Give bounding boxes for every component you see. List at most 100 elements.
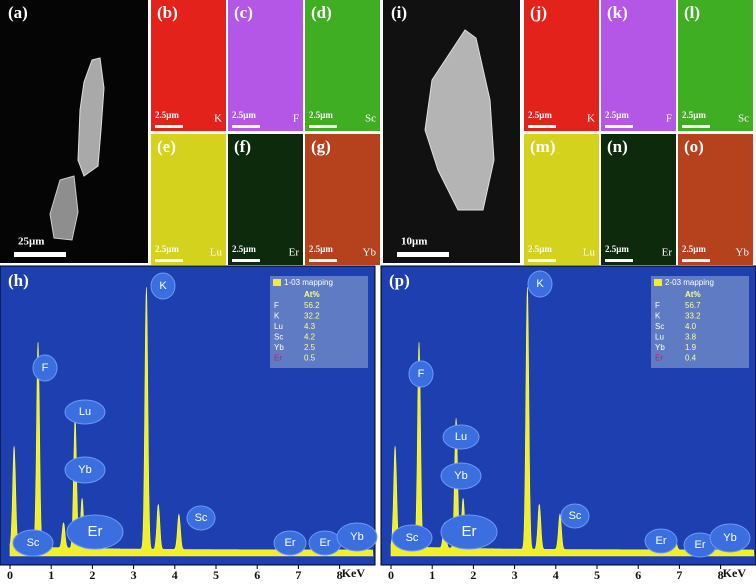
panel-label: (i)	[391, 3, 407, 22]
scale-text: 2.5μm	[528, 244, 552, 254]
scale-text: 2.5μm	[155, 244, 179, 254]
element-label: Sc	[738, 113, 749, 125]
scale-text: 2.5μm	[605, 110, 629, 120]
peak-badge	[440, 514, 498, 550]
element-label: Sc	[365, 113, 376, 125]
peak-badge	[32, 354, 58, 382]
peak-label: Yb	[78, 464, 91, 476]
peak-badge	[440, 462, 482, 490]
element-label: Er	[662, 247, 673, 259]
element-name: K	[274, 312, 280, 321]
element-label: Lu	[210, 247, 223, 259]
column-header: At%	[685, 290, 701, 299]
peak-label: Sc	[195, 512, 208, 524]
element-map	[524, 0, 599, 131]
panel-label: (o)	[684, 137, 704, 156]
peak-label: F	[42, 362, 49, 374]
scale-bar	[528, 125, 556, 128]
scale-text: 2.5μm	[232, 110, 256, 120]
x-tick-label: 8	[337, 568, 343, 582]
peak-label: Lu	[455, 431, 467, 443]
peak-badge	[64, 456, 106, 484]
x-axis-unit: KeV	[723, 566, 747, 580]
scale-text: 25μm	[18, 236, 44, 248]
x-tick-label: 0	[388, 568, 394, 582]
peak-badge	[560, 503, 590, 529]
peak-label: Yb	[454, 470, 467, 482]
peak-badge	[408, 360, 434, 388]
scale-bar	[309, 259, 337, 262]
element-map	[678, 0, 753, 131]
element-map	[151, 0, 226, 131]
element-name: Lu	[274, 322, 283, 331]
element-label: F	[293, 113, 299, 125]
x-tick-label: 3	[131, 568, 137, 582]
peak-label: Er	[88, 523, 103, 540]
element-name: Yb	[655, 343, 665, 352]
peak-badge	[442, 424, 480, 450]
at-percent: 4.2	[304, 333, 316, 342]
peak-label: Sc	[27, 537, 40, 549]
panel-label: (j)	[530, 3, 547, 22]
legend-swatch	[273, 279, 281, 286]
at-percent: 33.2	[685, 312, 701, 321]
element-name: F	[274, 301, 279, 310]
element-map	[601, 0, 676, 131]
particle	[49, 175, 79, 241]
element-label: Er	[289, 247, 300, 259]
peak-badge	[12, 529, 54, 557]
panel-label: (d)	[311, 3, 332, 22]
element-label: F	[666, 113, 672, 125]
peak-badge	[391, 524, 433, 552]
panel-label: (h)	[8, 271, 29, 290]
peak-badge	[64, 399, 106, 425]
scale-bar	[232, 259, 260, 262]
at-percent: 1.9	[685, 343, 697, 352]
x-tick-label: 2	[89, 568, 95, 582]
element-map	[678, 134, 753, 265]
at-percent: 56.7	[685, 301, 701, 310]
x-axis-unit: KeV	[342, 566, 366, 580]
at-percent: 4.3	[304, 322, 316, 331]
scale-text: 10μm	[401, 236, 427, 248]
x-tick-label: 2	[470, 568, 476, 582]
panel-label: (g)	[311, 137, 331, 156]
element-label: K	[587, 113, 595, 125]
panel-label: (p)	[389, 271, 410, 290]
scale-bar	[605, 259, 633, 262]
peak-label: Yb	[723, 532, 736, 544]
element-map	[601, 134, 676, 265]
peak-badge	[644, 528, 678, 554]
peak-label: K	[536, 278, 544, 290]
scale-bar	[155, 259, 183, 262]
x-tick-label: 5	[594, 568, 600, 582]
x-tick-label: 1	[48, 568, 54, 582]
element-map	[151, 134, 226, 265]
element-label: K	[214, 113, 222, 125]
element-name: Er	[274, 354, 282, 363]
peak-label: Sc	[406, 532, 419, 544]
element-name: Yb	[274, 343, 284, 352]
at-percent: 32.2	[304, 312, 320, 321]
legend-title: 1-03 mapping	[284, 278, 333, 287]
scale-bar	[397, 252, 449, 257]
peak-label: Sc	[569, 510, 582, 522]
scale-bar	[682, 259, 710, 262]
scale-bar	[605, 125, 633, 128]
peak-badge	[336, 522, 378, 552]
panel-label: (l)	[684, 3, 700, 22]
element-map	[228, 134, 303, 265]
legend-title: 2-03 mapping	[665, 278, 714, 287]
element-map	[524, 134, 599, 265]
scale-text: 2.5μm	[528, 110, 552, 120]
scale-text: 2.5μm	[309, 244, 333, 254]
element-name: Er	[655, 354, 663, 363]
x-tick-label: 6	[635, 568, 641, 582]
scale-bar	[309, 125, 337, 128]
peak-badge	[150, 272, 176, 300]
panel-label: (k)	[607, 3, 628, 22]
scale-bar	[232, 125, 260, 128]
peak-label: Er	[695, 539, 706, 551]
peak-label: Er	[656, 535, 667, 547]
legend-box	[270, 276, 368, 368]
